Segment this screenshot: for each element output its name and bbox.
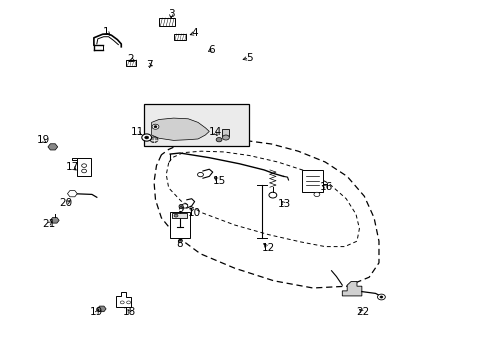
Circle shape [268, 192, 276, 198]
Text: 12: 12 [261, 243, 274, 253]
Text: 5: 5 [245, 53, 252, 63]
Text: 4: 4 [191, 28, 198, 38]
Circle shape [144, 136, 148, 139]
Text: 11: 11 [131, 127, 144, 138]
Text: 21: 21 [42, 219, 56, 229]
Circle shape [174, 214, 178, 217]
Bar [126, 60, 136, 66]
Circle shape [154, 126, 157, 128]
Bar [173, 34, 185, 40]
Bar [222, 129, 229, 136]
Circle shape [313, 192, 319, 197]
Text: 7: 7 [145, 60, 152, 70]
Circle shape [150, 137, 158, 143]
Text: 19: 19 [36, 135, 50, 145]
Polygon shape [151, 118, 209, 140]
Bar [77, 158, 91, 176]
Bar [172, 213, 186, 218]
Text: 22: 22 [355, 307, 369, 318]
Text: 19: 19 [90, 307, 103, 318]
Polygon shape [342, 282, 361, 296]
Text: 17: 17 [65, 162, 79, 172]
Circle shape [197, 172, 203, 177]
Bar [302, 170, 322, 192]
Text: 13: 13 [277, 199, 291, 210]
Text: 15: 15 [212, 176, 225, 186]
Text: 1: 1 [103, 27, 110, 37]
Circle shape [216, 138, 222, 142]
Circle shape [152, 124, 159, 129]
Bar [159, 18, 174, 26]
Text: 3: 3 [167, 9, 174, 19]
Text: 9: 9 [177, 204, 184, 214]
Text: 2: 2 [127, 54, 134, 64]
Polygon shape [67, 190, 77, 197]
Text: 10: 10 [188, 208, 201, 218]
Circle shape [182, 204, 187, 208]
Circle shape [222, 135, 229, 140]
Bar [170, 212, 189, 238]
Polygon shape [116, 292, 131, 307]
Text: 16: 16 [319, 182, 333, 192]
Text: 6: 6 [207, 45, 214, 55]
Text: 18: 18 [122, 307, 136, 318]
Circle shape [142, 134, 151, 141]
Bar [144, 104, 249, 146]
Text: 8: 8 [176, 239, 183, 249]
Text: 20: 20 [60, 198, 72, 208]
Circle shape [377, 294, 385, 300]
Polygon shape [97, 306, 106, 312]
Polygon shape [50, 217, 59, 223]
Text: 14: 14 [208, 127, 222, 138]
Circle shape [379, 296, 382, 298]
Polygon shape [48, 144, 58, 150]
